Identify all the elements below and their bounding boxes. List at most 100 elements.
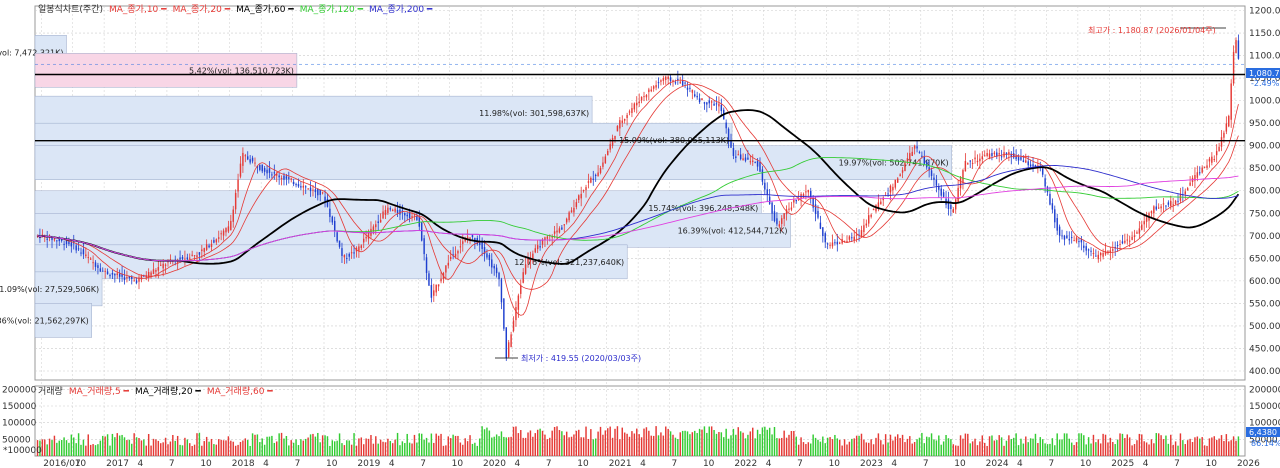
volume-bar	[698, 428, 701, 456]
candle	[435, 284, 437, 293]
volume-bar	[155, 439, 157, 456]
volume-bar	[964, 433, 967, 456]
volume-bar	[771, 434, 773, 456]
volume-bar	[674, 437, 677, 456]
price-legend: 일봉식차트(주간) MA_종가,10 ━ MA_종가,20 ━ MA_종가,60 ━ M…	[38, 3, 433, 15]
candle	[60, 239, 63, 241]
volume-bar	[546, 439, 549, 456]
volume-bar	[790, 430, 793, 456]
high-annotation: 최고가 : 1,180.87 (2026/01/04주)	[1088, 25, 1216, 35]
candle	[616, 125, 619, 132]
volume-bar	[776, 438, 778, 456]
volume-bar	[756, 429, 759, 456]
volume-bar	[795, 436, 797, 456]
volume-bar	[619, 439, 621, 456]
candle	[1199, 172, 1201, 174]
volume-bar	[831, 439, 834, 456]
volume-bar	[1230, 440, 1232, 456]
volume-bar	[1177, 445, 1179, 456]
volume-tick-label: 100000	[1249, 419, 1280, 429]
candle	[481, 241, 483, 249]
volume-bar	[189, 443, 191, 456]
legend-item: MA_종가,20 ━	[173, 4, 231, 15]
volume-bar	[283, 438, 285, 456]
candle	[906, 158, 909, 162]
candle	[720, 104, 723, 112]
price-tick-label: 1100.00	[1249, 52, 1280, 62]
candle	[938, 186, 940, 190]
volume-bar	[532, 436, 534, 456]
candle	[1051, 203, 1054, 210]
volume-bar	[387, 438, 389, 456]
volume-bar	[309, 434, 312, 456]
candle	[1027, 161, 1029, 166]
volume-bar	[500, 431, 503, 456]
volume-bar	[121, 434, 123, 456]
candle	[346, 257, 348, 259]
volume-bar	[875, 437, 877, 456]
volume-bar	[551, 430, 553, 456]
candle	[201, 249, 203, 252]
volume-bar	[225, 440, 227, 456]
volume-bar	[375, 436, 377, 456]
volume-bar	[466, 441, 469, 456]
candle	[428, 273, 430, 286]
x-tick-label: 7	[923, 459, 929, 468]
candle	[312, 189, 314, 191]
candle	[503, 298, 505, 329]
candle	[889, 185, 892, 193]
candle	[952, 209, 955, 213]
volume-bar	[689, 434, 691, 456]
volume-bar	[353, 433, 355, 456]
volume-bar	[947, 438, 950, 456]
volume-bar	[580, 437, 582, 456]
candle	[358, 246, 360, 251]
volume-bar	[169, 441, 172, 456]
candle	[925, 161, 928, 168]
volume-bar	[60, 439, 63, 456]
volume-bar	[126, 440, 128, 456]
volume-bar	[1054, 445, 1056, 456]
volume-bar	[957, 445, 959, 456]
volume-bar	[884, 434, 887, 456]
volume-bar	[636, 428, 638, 456]
overlay	[35, 27, 1245, 359]
legend-item: MA_종가,60 ━	[236, 4, 294, 15]
candle	[404, 213, 406, 216]
volume-bar	[643, 428, 645, 456]
volume-bar	[133, 433, 135, 456]
profile-label: 0.30%(vol: 7,472,321K)	[0, 48, 64, 57]
candle	[232, 209, 234, 222]
volume-bar	[290, 440, 292, 456]
volume-bar	[696, 433, 698, 456]
candle	[164, 264, 167, 266]
candle	[1153, 206, 1155, 214]
candle	[790, 207, 793, 210]
volume-bar	[1109, 437, 1112, 456]
candle	[880, 201, 882, 205]
volume-bar	[660, 432, 662, 456]
volume-bar	[1087, 437, 1090, 456]
candle	[998, 153, 1000, 155]
volume-bar	[341, 443, 343, 456]
legend-item: MA_종가,10 ━	[109, 4, 167, 15]
candle	[609, 144, 611, 150]
candle	[512, 320, 515, 331]
volume-bar	[549, 437, 551, 456]
candle	[665, 76, 667, 81]
candle	[580, 193, 582, 199]
volume-bar	[822, 436, 824, 456]
x-tick-label: 4	[263, 459, 269, 468]
volume-bar	[230, 440, 232, 456]
volume-bar	[592, 439, 594, 456]
volume-bar	[1128, 437, 1131, 456]
volume-bar	[106, 434, 109, 456]
volume-bar	[1027, 442, 1029, 456]
candle	[744, 157, 747, 161]
volume-bar	[1034, 433, 1037, 456]
candle	[181, 256, 184, 260]
volume-bar	[1025, 436, 1027, 456]
candle	[123, 277, 126, 281]
volume-bar	[191, 445, 193, 456]
